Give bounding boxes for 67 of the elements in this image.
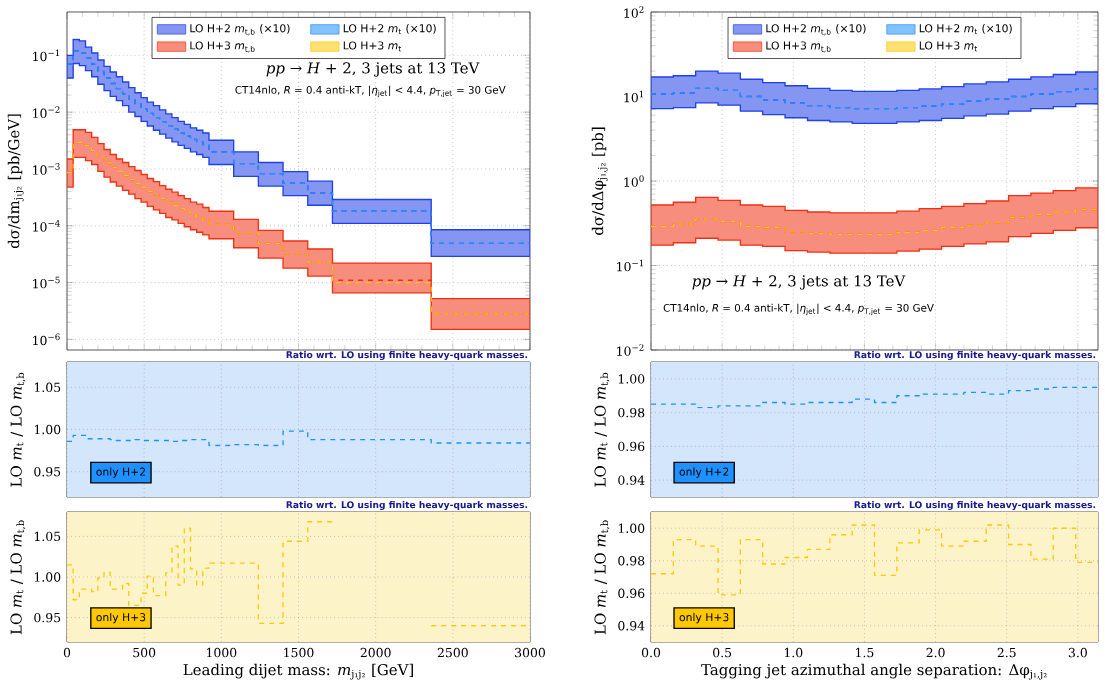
x-tick-label: 0.0 xyxy=(641,647,661,658)
text: CT14nlo, R = 0.4 anti-kT, |η$_{jet}$| < 4.4, p$_{T,jet}$ = 30 GeV xyxy=(663,303,934,316)
text: Ratio wrt. LO using finite heavy-quark masses. xyxy=(286,501,528,511)
y-tick-label: 0.95 xyxy=(34,466,61,477)
legend-label: LO H+2 m$_{t,b}$ (×10) xyxy=(766,24,866,36)
y-axis-title: LO m$_{t}$ / LO m$_{t,b}$ xyxy=(10,520,26,635)
y-tick-label: 0.95 xyxy=(34,612,61,623)
x-tick-label: 0.5 xyxy=(713,647,732,658)
x-tick-label: 3.0 xyxy=(1068,647,1087,658)
y-axis-title: dσ/dm$_{j₁j₂}$ [pb/GeV] xyxy=(7,114,24,249)
y-tick-label: 10$^{−1}$ xyxy=(33,49,60,62)
x-tick-label: 2.0 xyxy=(926,647,945,658)
y-axis-title: LO m$_{t}$ / LO m$_{t,b}$ xyxy=(594,372,610,487)
text: CT14nlo, R = 0.4 anti-kT, |η$_{jet}$| < 4.4, p$_{T,jet}$ = 30 GeV xyxy=(235,85,506,98)
legend-label: LO H+2 m$_{t}$ (×10) xyxy=(343,24,436,35)
x-tick-label: 2000 xyxy=(360,647,391,658)
text: Ratio wrt. LO using finite heavy-quark masses. xyxy=(286,351,528,361)
y-axis-title: LO m$_{t}$ / LO m$_{t,b}$ xyxy=(10,372,26,487)
legend-label: LO H+3 m$_{t}$ xyxy=(343,41,402,52)
text: Ratio wrt. LO using finite heavy-quark masses. xyxy=(854,351,1096,361)
legend-label: LO H+3 m$_{t,b}$ xyxy=(766,41,831,53)
legend-label: LO H+2 m$_{t}$ (×10) xyxy=(919,24,1012,35)
x-tick-label: 2500 xyxy=(437,647,468,658)
y-tick-label: 10$^{−1}$ xyxy=(617,259,644,272)
y-tick-label: 1.00 xyxy=(34,572,61,582)
x-tick-label: 3000 xyxy=(515,647,545,658)
y-tick-label: 1.00 xyxy=(618,523,645,533)
x-tick-label: 1.0 xyxy=(784,647,803,658)
y-tick-label: 0.98 xyxy=(618,556,645,566)
y-tick-label: 0.98 xyxy=(618,407,645,418)
y-tick-label: 10$^{1}$ xyxy=(624,90,644,103)
x-tick-label: 1000 xyxy=(207,647,237,658)
x-axis-title: Tagging jet azimuthal angle separation: Δφ$_{j₁,j₂}$ xyxy=(701,663,1047,680)
y-tick-label: 0.96 xyxy=(618,441,645,452)
y-tick-label: 10$^{−3}$ xyxy=(33,163,60,175)
y-tick-label: 1.00 xyxy=(34,424,61,435)
annotation: only H+3 xyxy=(96,612,146,624)
y-tick-label: 1.05 xyxy=(34,531,61,542)
annotation: only H+2 xyxy=(679,467,729,478)
y-tick-label: 10$^{−6}$ xyxy=(33,333,60,346)
y-tick-label: 10$^{2}$ xyxy=(624,6,644,18)
y-axis-title: LO m$_{t}$ / LO m$_{t,b}$ xyxy=(594,520,610,635)
text: Ratio wrt. LO using finite heavy-quark masses. xyxy=(854,501,1096,511)
x-tick-label: 1500 xyxy=(284,647,314,658)
legend-label: LO H+3 m$_{t,b}$ xyxy=(190,41,255,53)
x-tick-label: 500 xyxy=(133,647,156,658)
y-tick-label: 0.94 xyxy=(618,621,645,631)
x-tick-label: 0 xyxy=(63,647,71,658)
y-tick-label: 1.00 xyxy=(618,374,645,384)
y-tick-label: 0.96 xyxy=(618,588,645,598)
legend-label: LO H+2 m$_{t,b}$ (×10) xyxy=(190,24,290,36)
y-tick-label: 10$^{−2}$ xyxy=(617,344,644,356)
y-tick-label: 10$^{0}$ xyxy=(624,175,644,187)
annotation: pp → H + 2, 3 jets at 13 TeV xyxy=(266,62,480,77)
y-axis-title: dσ/dΔφ$_{j₁,j₂}$ [pb] xyxy=(591,127,608,235)
x-axis-title: Leading dijet mass: m$_{j₁j₂}$ [GeV] xyxy=(183,663,413,680)
y-tick-label: 10$^{−4}$ xyxy=(33,219,60,232)
x-tick-label: 1.5 xyxy=(856,647,874,658)
x-tick-label: 2.5 xyxy=(997,647,1016,658)
legend-label: LO H+3 m$_{t}$ xyxy=(919,41,978,52)
y-tick-label: 10$^{−2}$ xyxy=(33,106,60,118)
y-tick-label: 1.05 xyxy=(34,382,61,393)
y-tick-label: 10$^{−5}$ xyxy=(33,276,60,289)
y-tick-label: 0.94 xyxy=(618,475,645,485)
annotation: only H+3 xyxy=(679,612,729,624)
annotation: pp → H + 2, 3 jets at 13 TeV xyxy=(692,275,906,290)
annotation: only H+2 xyxy=(96,467,145,478)
